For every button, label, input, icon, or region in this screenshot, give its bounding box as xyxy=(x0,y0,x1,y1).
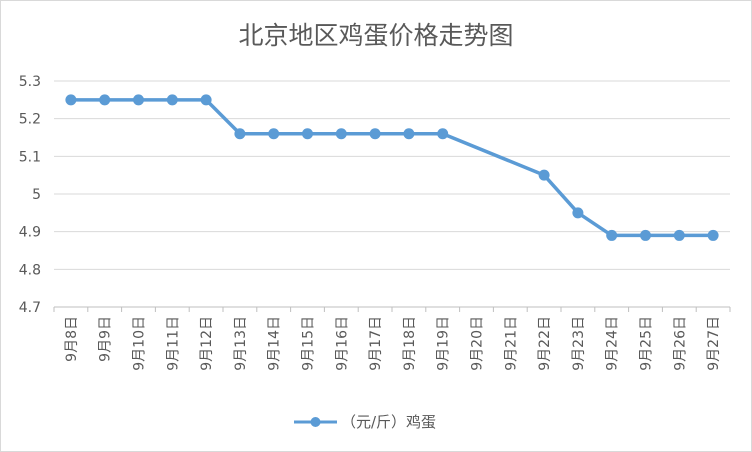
axes xyxy=(53,306,731,312)
x-tick-label: 9月18日 xyxy=(402,316,418,371)
y-tick-label: 5 xyxy=(32,187,41,203)
x-tick-label: 9月14日 xyxy=(267,316,283,371)
y-tick-label: 5.3 xyxy=(19,74,41,90)
y-tick-label: 4.7 xyxy=(19,300,41,316)
data-point xyxy=(606,229,618,241)
data-point xyxy=(268,128,280,140)
y-axis-tick-labels: 4.7 4.8 4.9 5 5.1 5.2 5.3 xyxy=(19,74,41,316)
x-tick-label: 9月12日 xyxy=(199,316,215,371)
series-line xyxy=(69,98,715,238)
legend-series-label: （元/斤）鸡蛋 xyxy=(341,413,436,431)
series-layer xyxy=(65,94,719,241)
y-tick-label: 5.2 xyxy=(19,112,41,128)
x-tick-label: 9月15日 xyxy=(301,316,317,371)
x-tick-label: 9月17日 xyxy=(368,316,384,371)
data-point xyxy=(166,94,178,106)
data-point xyxy=(369,128,381,140)
data-point xyxy=(403,128,415,140)
chart-title: 北京地区鸡蛋价格走势图 xyxy=(238,21,513,50)
y-tick-label: 4.8 xyxy=(19,262,41,278)
data-point xyxy=(572,207,584,219)
data-point xyxy=(640,229,651,241)
x-tick-label: 9月9日 xyxy=(98,316,114,362)
x-tick-label: 9月22日 xyxy=(537,316,553,371)
data-point xyxy=(335,128,347,140)
data-point xyxy=(200,94,212,106)
y-tick-label: 4.9 xyxy=(19,225,41,241)
x-tick-label: 9月20日 xyxy=(470,316,486,371)
gridlines xyxy=(54,80,730,270)
x-tick-label: 9月8日 xyxy=(64,316,80,362)
data-point xyxy=(99,94,111,106)
x-tick-label: 9月11日 xyxy=(165,316,181,371)
data-point xyxy=(234,128,246,140)
x-tick-label: 9月21日 xyxy=(503,316,519,371)
data-point xyxy=(302,128,313,140)
x-tick-label: 9月13日 xyxy=(233,316,249,371)
x-tick-label: 9月23日 xyxy=(571,316,587,371)
x-tick-label: 9月27日 xyxy=(706,316,722,371)
x-tick-label: 9月25日 xyxy=(639,316,655,371)
x-tick-label: 9月19日 xyxy=(436,316,452,371)
x-tick-label: 9月10日 xyxy=(132,316,148,371)
x-axis-tick-labels: 9月8日 9月9日 9月10日 9月11日 9月12日 9月13日 9月14日 9月15日 9月… xyxy=(64,316,722,371)
data-point xyxy=(538,169,550,181)
data-point xyxy=(707,229,719,241)
x-tick-label: 9月16日 xyxy=(334,316,350,371)
data-point xyxy=(65,94,77,106)
y-tick-label: 5.1 xyxy=(19,149,41,165)
data-point xyxy=(673,229,685,241)
x-tick-label: 9月24日 xyxy=(605,316,621,371)
legend: （元/斤）鸡蛋 xyxy=(294,413,436,431)
x-tick-label: 9月26日 xyxy=(672,316,688,371)
data-point xyxy=(133,94,144,106)
data-point xyxy=(437,128,449,140)
legend-point-marker xyxy=(310,417,321,427)
